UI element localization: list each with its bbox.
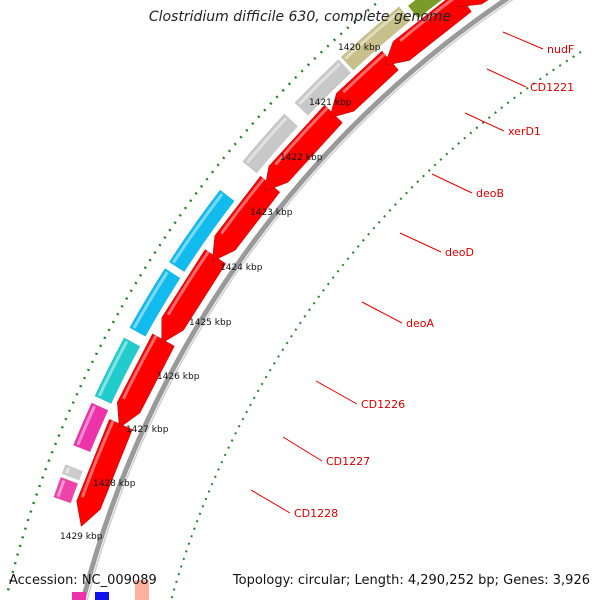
gene-cd1221-box: [61, 464, 83, 481]
gene-cd1227-box: [294, 59, 352, 116]
forward-gene-arrow: [384, 0, 472, 66]
tick-label: 1421 kbp: [309, 98, 352, 108]
backbone-highlight: [86, 0, 514, 600]
gene-label-deob: deoB: [476, 187, 504, 200]
leader-line: [464, 112, 505, 132]
gene-box-highlight: [76, 405, 96, 446]
gene-label-nudf: nudF: [547, 43, 574, 56]
genome-title: Clostridium difficile 630, complete geno…: [148, 9, 452, 25]
partial-gene-salmon: [135, 580, 149, 600]
forward-gene-highlight: [399, 0, 455, 42]
gene-cd1226-box: [242, 113, 298, 174]
gene-box-highlight: [298, 62, 341, 106]
leader-line: [486, 68, 527, 88]
leader-line: [399, 232, 442, 253]
tick-label: 1427 kbp: [126, 425, 169, 435]
gene-box-highlight: [97, 340, 129, 397]
gene-box-highlight: [344, 9, 401, 60]
tick-label: 1425 kbp: [189, 318, 232, 328]
forward-gene-arrow: [329, 50, 399, 119]
forward-gene-arrow: [456, 0, 489, 8]
gene-xerd1-box: [73, 402, 109, 453]
tick-label: 1426 kbp: [157, 372, 200, 382]
tick-label: 1420 kbp: [338, 43, 381, 53]
gene-deoa-box: [168, 189, 235, 273]
gene-label-deod: deoD: [445, 246, 474, 259]
tick-label: 1422 kbp: [280, 153, 323, 163]
gene-cd1228-box: [340, 6, 411, 71]
olive-gene-segment: [408, 0, 442, 19]
forward-gene-highlight: [342, 53, 386, 94]
gene-label-cd1227: CD1227: [326, 455, 370, 468]
gene-box-highlight: [56, 479, 66, 498]
tick-label: 1423 kbp: [250, 208, 293, 218]
leader-line: [502, 31, 544, 50]
forward-gene-arrow: [76, 418, 133, 527]
forward-gene-arrow: [211, 175, 281, 262]
accession-text: Accession: NC_009089: [9, 573, 157, 588]
tick-label: 1429 kbp: [60, 532, 103, 542]
forward-gene-highlight: [166, 250, 210, 316]
gene-nudf-box: [53, 476, 79, 504]
gene-deod-box: [129, 268, 181, 337]
leader-line: [315, 380, 358, 405]
forward-gene-highlight: [80, 420, 115, 498]
tick-label: 1424 kbp: [220, 263, 263, 273]
gene-box-highlight: [245, 117, 288, 164]
forward-gene-arrow: [117, 333, 175, 429]
gene-label-deoa: deoA: [406, 317, 434, 330]
tick-label: 1428 kbp: [93, 479, 136, 489]
leader-line: [361, 301, 403, 324]
gene-box-highlight: [172, 193, 224, 264]
gene-box-highlight: [65, 467, 71, 474]
gene-deob-box: [94, 337, 141, 404]
forward-gene-arrow: [263, 104, 343, 192]
gene-label-xerd1: xerD1: [508, 125, 541, 138]
genome-summary: Topology: circular; Length: 4,290,252 bp…: [232, 573, 590, 588]
forward-gene-highlight: [274, 106, 329, 166]
leader-line: [282, 436, 323, 462]
inner-tick-dots: [170, 49, 585, 600]
leader-line: [250, 489, 291, 514]
gene-label-cd1226: CD1226: [361, 398, 405, 411]
partial-gene-blue: [95, 592, 109, 600]
forward-gene-highlight: [121, 335, 158, 400]
gene-label-cd1221: CD1221: [530, 81, 574, 94]
backbone-line: [80, 0, 510, 600]
gene-box-highlight: [132, 271, 169, 329]
leader-line: [431, 173, 473, 194]
gene-label-cd1228: CD1228: [294, 507, 338, 520]
partial-gene-pink: [72, 592, 86, 600]
forward-gene-highlight: [220, 177, 265, 235]
